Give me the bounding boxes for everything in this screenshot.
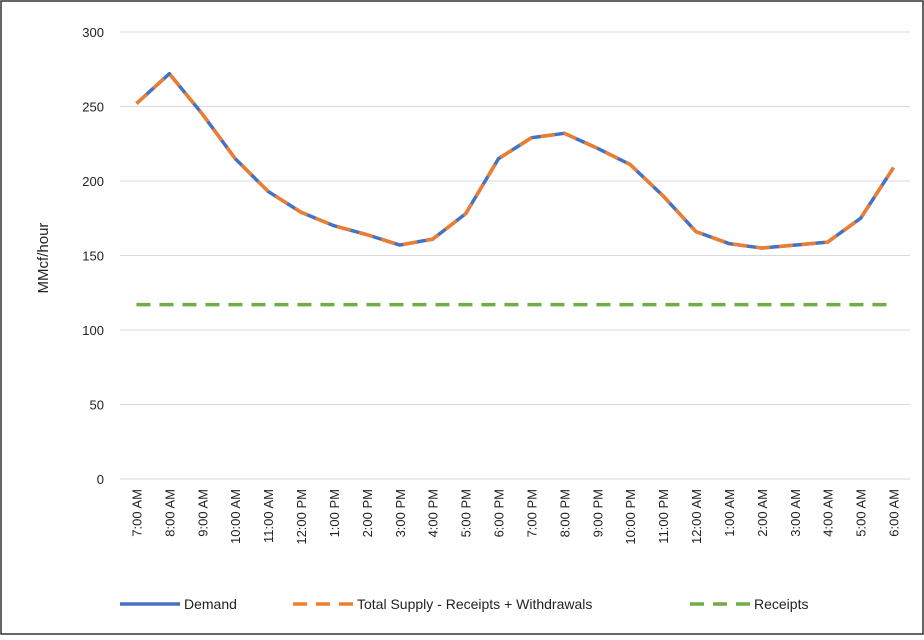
y-tick-label: 250	[82, 100, 104, 115]
x-tick-label: 3:00 AM	[788, 489, 803, 537]
x-tick-label: 5:00 PM	[459, 489, 474, 537]
legend-label: Receipts	[754, 596, 808, 612]
x-tick-label: 9:00 PM	[590, 489, 605, 537]
legend-label: Demand	[184, 596, 237, 612]
legend-label: Total Supply - Receipts + Withdrawals	[357, 596, 592, 612]
x-tick-label: 4:00 PM	[426, 489, 441, 537]
x-tick-label: 11:00 AM	[261, 489, 276, 543]
x-tick-label: 2:00 AM	[755, 489, 770, 537]
y-tick-label: 200	[82, 174, 104, 189]
x-tick-label: 8:00 AM	[162, 489, 177, 537]
x-tick-label: 5:00 AM	[854, 489, 869, 537]
x-tick-label: 12:00 AM	[689, 489, 704, 544]
x-tick-label: 12:00 PM	[294, 489, 309, 545]
x-tick-label: 10:00 AM	[228, 489, 243, 544]
y-tick-label: 50	[90, 398, 104, 413]
y-tick-label: 100	[82, 323, 104, 338]
y-tick-label: 300	[82, 25, 104, 40]
x-tick-label: 4:00 AM	[821, 489, 836, 537]
x-tick-label: 1:00 PM	[327, 489, 342, 537]
x-tick-label: 10:00 PM	[623, 489, 638, 545]
x-tick-label: 6:00 AM	[887, 489, 902, 537]
x-tick-label: 2:00 PM	[360, 489, 375, 537]
x-tick-label: 7:00 PM	[524, 489, 539, 537]
series-line	[135, 71, 896, 250]
y-tick-label: 0	[97, 472, 104, 487]
x-tick-label: 7:00 AM	[129, 489, 144, 537]
y-axis-label: MMcf/hour	[35, 223, 52, 294]
x-tick-label: 11:00 PM	[656, 489, 671, 544]
x-tick-label: 8:00 PM	[557, 489, 572, 537]
x-tick-label: 6:00 PM	[492, 489, 507, 537]
y-tick-label: 150	[82, 249, 104, 264]
x-tick-label: 1:00 AM	[722, 489, 737, 537]
x-tick-label: 3:00 PM	[393, 489, 408, 537]
x-tick-label: 9:00 AM	[195, 489, 210, 537]
